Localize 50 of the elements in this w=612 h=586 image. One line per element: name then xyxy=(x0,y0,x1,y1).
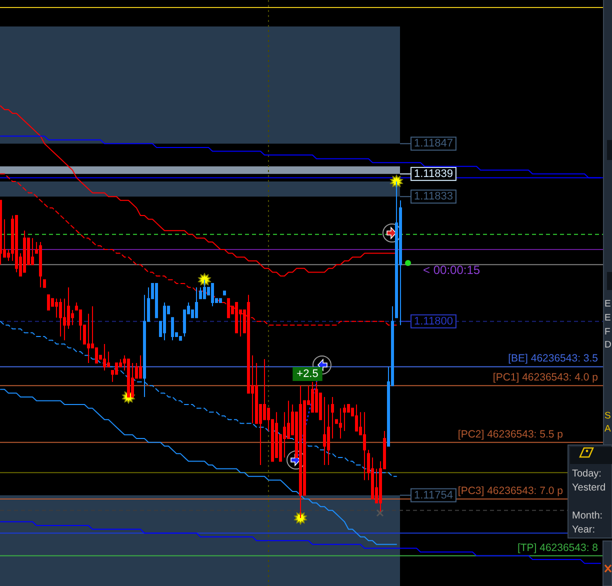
candlestick xyxy=(275,412,278,458)
candlestick xyxy=(163,302,166,341)
line-series xyxy=(0,105,397,276)
line-series xyxy=(0,136,601,178)
annotation: E xyxy=(604,312,611,324)
y-tick-label: 1.11847 xyxy=(414,138,453,150)
candlestick xyxy=(363,412,366,481)
annotation: < 00:00:15 xyxy=(423,263,480,277)
candlestick xyxy=(59,298,62,337)
annotation: S xyxy=(604,410,611,422)
y-tick-label: 1.11839 xyxy=(414,168,453,180)
candlestick xyxy=(103,344,106,372)
annotation: Today: xyxy=(572,468,602,480)
candlestick xyxy=(131,362,134,398)
candlestick xyxy=(223,290,226,296)
candlestick xyxy=(343,404,346,432)
y-tick-label: 1.11754 xyxy=(414,489,453,502)
candlestick xyxy=(139,354,142,379)
annotation: E xyxy=(604,298,611,310)
annotation: +2.5 xyxy=(296,368,318,380)
annotation: [PC1] 46236543: 4.0 p xyxy=(492,372,598,384)
candlestick xyxy=(195,286,198,318)
candlestick xyxy=(31,238,34,266)
candlestick xyxy=(203,279,206,300)
candlestick xyxy=(23,230,26,273)
annotation: D xyxy=(604,340,612,350)
candlestick xyxy=(355,404,358,432)
annotation: [TP] 46236543: 8 xyxy=(517,542,598,554)
annotation: [PC3] 46236543: 7.0 p xyxy=(458,485,564,498)
annotation: Yesterd xyxy=(572,482,606,494)
candlestick xyxy=(339,408,342,440)
y-tick-label: 1.11833 xyxy=(414,190,453,203)
candlestick xyxy=(299,385,302,518)
candlestick xyxy=(39,241,42,288)
annotation: Year: xyxy=(572,524,595,536)
annotation: [BE] 46236543: 3.5 xyxy=(508,352,598,365)
candlestick xyxy=(171,317,174,341)
candlestick xyxy=(219,298,222,303)
y-tick-label: 1.11800 xyxy=(414,315,453,328)
candlestick xyxy=(179,336,182,341)
candlestick xyxy=(311,381,314,413)
annotation: [PC2] 46236543: 5.5 p xyxy=(458,428,564,440)
candlestick xyxy=(323,396,326,466)
line-series xyxy=(0,388,397,545)
candlestick xyxy=(211,283,214,307)
line-series xyxy=(0,521,601,564)
annotation: A xyxy=(604,424,612,434)
candlestick xyxy=(331,396,334,440)
annotation: F xyxy=(604,326,610,338)
annotation: Month: xyxy=(572,510,603,522)
